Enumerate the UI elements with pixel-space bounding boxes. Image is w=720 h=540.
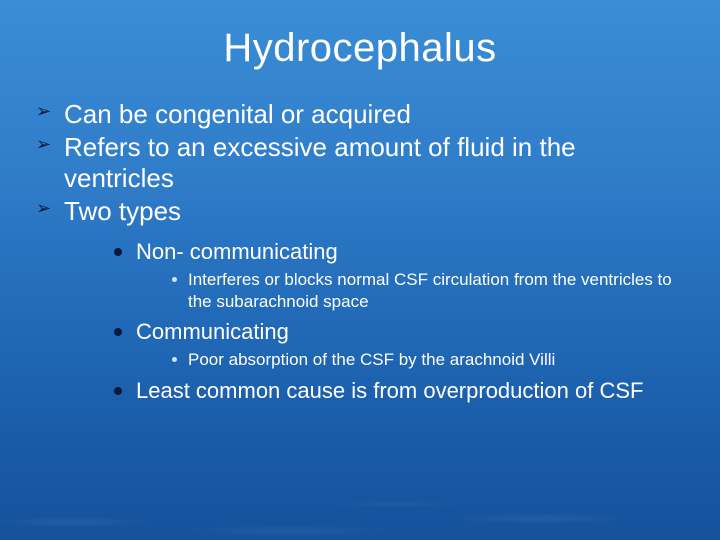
bullet-text: Two types [64, 196, 181, 226]
bullet-list-level-3: Poor absorption of the CSF by the arachn… [136, 349, 690, 370]
sub-bullet-text: Communicating [136, 319, 289, 344]
slide: Hydrocephalus Can be congenital or acqui… [0, 0, 720, 540]
detail-bullet-text: Poor absorption of the CSF by the arachn… [188, 350, 555, 369]
bullet-text: Refers to an excessive amount of fluid i… [64, 132, 576, 194]
bullet-list-level-3: Interferes or blocks normal CSF circulat… [136, 269, 690, 312]
bullet-list-level-2: Non- communicating Interferes or blocks … [64, 238, 690, 404]
detail-bullet-text: Interferes or blocks normal CSF circulat… [188, 270, 672, 310]
bullet-text: Can be congenital or acquired [64, 99, 411, 129]
sub-bullet-text: Non- communicating [136, 239, 338, 264]
detail-bullet-item: Poor absorption of the CSF by the arachn… [170, 349, 690, 370]
bullet-item: Refers to an excessive amount of fluid i… [34, 132, 690, 195]
sub-bullet-text: Least common cause is from overproductio… [136, 378, 643, 403]
bullet-list-level-1: Can be congenital or acquired Refers to … [30, 99, 690, 404]
sub-bullet-item: Communicating Poor absorption of the CSF… [110, 318, 690, 371]
detail-bullet-item: Interferes or blocks normal CSF circulat… [170, 269, 690, 312]
slide-title: Hydrocephalus [30, 26, 690, 71]
bullet-item: Two types Non- communicating Interferes … [34, 196, 690, 404]
sub-bullet-item: Least common cause is from overproductio… [110, 377, 690, 405]
bullet-item: Can be congenital or acquired [34, 99, 690, 131]
sub-bullet-item: Non- communicating Interferes or blocks … [110, 238, 690, 312]
